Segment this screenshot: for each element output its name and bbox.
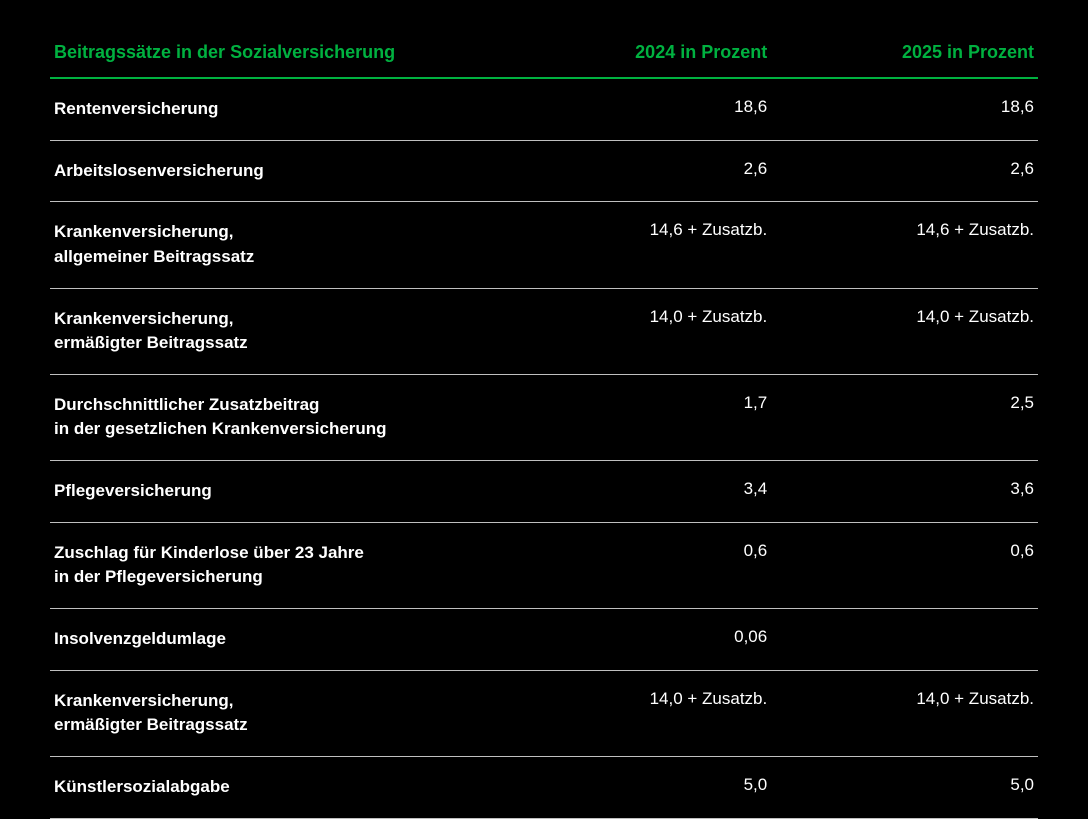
table-row: Krankenversicherung,ermäßigter Beitragss…: [50, 288, 1038, 374]
table-row: Krankenversicherung,allgemeiner Beitrags…: [50, 202, 1038, 288]
table-row: Insolvenzgeldumlage 0,06: [50, 609, 1038, 671]
row-value-2025: 14,0 + Zusatzb.: [771, 670, 1038, 756]
row-value-2024: 3,4: [504, 461, 771, 523]
row-label: Krankenversicherung,ermäßigter Beitragss…: [50, 288, 504, 374]
row-value-2024: 0,06: [504, 609, 771, 671]
row-label: Rentenversicherung: [50, 78, 504, 140]
row-label: Krankenversicherung,ermäßigter Beitragss…: [50, 670, 504, 756]
row-value-2025: [771, 609, 1038, 671]
row-value-2025: 2,6: [771, 140, 1038, 202]
table-row: Rentenversicherung 18,6 18,6: [50, 78, 1038, 140]
row-label: Künstlersozialabgabe: [50, 756, 504, 818]
contribution-rates-table: Beitragssätze in der Sozialversicherung …: [50, 30, 1038, 819]
row-label: Zuschlag für Kinderlose über 23 Jahrein …: [50, 522, 504, 608]
row-value-2024: 1,7: [504, 374, 771, 460]
row-value-2025: 2,5: [771, 374, 1038, 460]
row-value-2024: 5,0: [504, 756, 771, 818]
row-value-2025: 5,0: [771, 756, 1038, 818]
row-label: Pflegeversicherung: [50, 461, 504, 523]
row-label: Arbeitslosenversicherung: [50, 140, 504, 202]
row-label: Durchschnittlicher Zusatzbeitragin der g…: [50, 374, 504, 460]
table-row: Zuschlag für Kinderlose über 23 Jahrein …: [50, 522, 1038, 608]
table-row: Durchschnittlicher Zusatzbeitragin der g…: [50, 374, 1038, 460]
row-value-2025: 0,6: [771, 522, 1038, 608]
table-header-row: Beitragssätze in der Sozialversicherung …: [50, 30, 1038, 78]
row-value-2024: 2,6: [504, 140, 771, 202]
table-body: Rentenversicherung 18,6 18,6 Arbeitslose…: [50, 78, 1038, 818]
row-value-2025: 14,0 + Zusatzb.: [771, 288, 1038, 374]
row-value-2025: 3,6: [771, 461, 1038, 523]
row-value-2025: 18,6: [771, 78, 1038, 140]
row-label: Krankenversicherung,allgemeiner Beitrags…: [50, 202, 504, 288]
row-label: Insolvenzgeldumlage: [50, 609, 504, 671]
table-row: Arbeitslosenversicherung 2,6 2,6: [50, 140, 1038, 202]
column-header-label: Beitragssätze in der Sozialversicherung: [50, 30, 504, 78]
table-row: Krankenversicherung,ermäßigter Beitragss…: [50, 670, 1038, 756]
row-value-2024: 18,6: [504, 78, 771, 140]
column-header-2025: 2025 in Prozent: [771, 30, 1038, 78]
row-value-2024: 14,0 + Zusatzb.: [504, 670, 771, 756]
row-value-2024: 0,6: [504, 522, 771, 608]
table-row: Pflegeversicherung 3,4 3,6: [50, 461, 1038, 523]
row-value-2024: 14,6 + Zusatzb.: [504, 202, 771, 288]
table-row: Künstlersozialabgabe 5,0 5,0: [50, 756, 1038, 818]
row-value-2024: 14,0 + Zusatzb.: [504, 288, 771, 374]
column-header-2024: 2024 in Prozent: [504, 30, 771, 78]
row-value-2025: 14,6 + Zusatzb.: [771, 202, 1038, 288]
